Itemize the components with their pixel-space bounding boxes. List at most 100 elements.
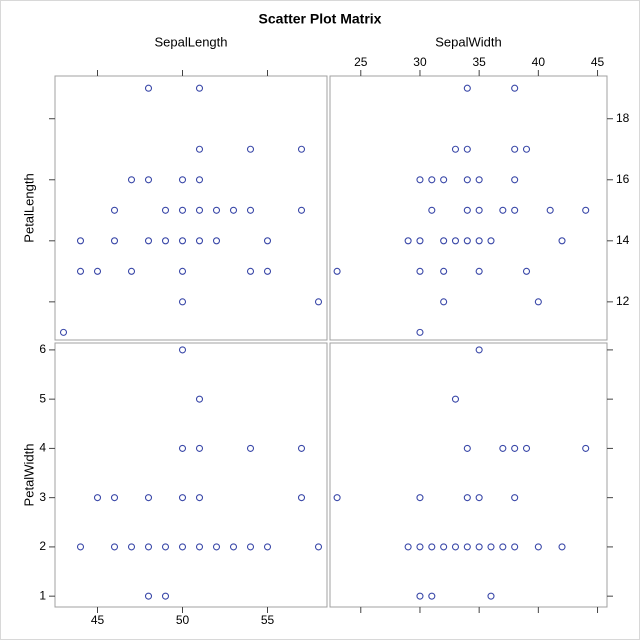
point (76, 267, 85, 275)
point (546, 206, 554, 214)
point (314, 298, 323, 306)
point (144, 237, 153, 245)
point (428, 543, 436, 551)
y-tick-label: 18 (616, 111, 630, 125)
point (161, 543, 170, 551)
x-tick-label: 45 (591, 55, 605, 69)
point (582, 444, 590, 452)
point (475, 206, 483, 214)
point (487, 592, 495, 600)
point (463, 84, 471, 92)
point (297, 145, 306, 153)
point (195, 444, 204, 452)
column-label: SepalWidth (435, 34, 501, 49)
point (178, 298, 187, 306)
point (110, 206, 119, 214)
point (195, 237, 204, 245)
point (314, 543, 323, 551)
y-tick-label: 1 (39, 588, 46, 602)
point (178, 206, 187, 214)
panel (54, 342, 328, 608)
point (144, 494, 153, 502)
point (511, 145, 519, 153)
point (558, 543, 566, 551)
point (440, 543, 448, 551)
point (416, 543, 424, 551)
point (297, 206, 306, 214)
point (195, 494, 204, 502)
point (475, 494, 483, 502)
point (246, 145, 255, 153)
point (463, 494, 471, 502)
point (440, 298, 448, 306)
point (110, 494, 119, 502)
point (161, 206, 170, 214)
point (246, 267, 255, 275)
point (246, 444, 255, 452)
point (297, 444, 306, 452)
column-label: SepalLength (154, 34, 227, 49)
y-tick-label: 16 (616, 172, 630, 186)
point (451, 395, 460, 403)
point (534, 543, 542, 551)
point (499, 206, 507, 214)
point (212, 237, 221, 245)
point (522, 444, 531, 452)
y-tick-label: 6 (39, 342, 46, 356)
y-tick-label: 12 (616, 294, 630, 308)
point (522, 145, 531, 153)
point (463, 444, 471, 452)
point (178, 444, 187, 452)
point (161, 237, 170, 245)
point (127, 543, 136, 551)
point (475, 346, 483, 354)
point (463, 206, 471, 214)
point (178, 176, 187, 184)
point (246, 543, 255, 551)
point (110, 237, 119, 245)
point (511, 206, 519, 214)
point (428, 176, 436, 184)
point (428, 592, 436, 600)
panel (329, 342, 608, 608)
point (195, 206, 204, 214)
point (93, 494, 102, 502)
x-tick-label: 25 (354, 55, 368, 69)
point (178, 267, 187, 275)
point (93, 267, 102, 275)
point (212, 206, 221, 214)
x-tick-label: 45 (91, 613, 105, 627)
point (161, 592, 170, 600)
point (263, 267, 272, 275)
point (144, 543, 153, 551)
point (416, 328, 424, 336)
point (416, 592, 424, 600)
point (451, 145, 460, 153)
point (534, 298, 542, 306)
point (511, 84, 519, 92)
point (144, 84, 153, 92)
point (404, 543, 412, 551)
point (333, 267, 341, 275)
point (178, 346, 187, 354)
point (522, 267, 531, 275)
point (333, 494, 341, 502)
point (127, 267, 136, 275)
point (440, 237, 448, 245)
point (511, 543, 519, 551)
point (404, 237, 412, 245)
point (195, 395, 204, 403)
point (246, 206, 255, 214)
point (297, 494, 306, 502)
point (487, 237, 495, 245)
point (451, 543, 460, 551)
x-tick-label: 30 (413, 55, 427, 69)
point (511, 176, 519, 184)
point (440, 267, 448, 275)
point (76, 237, 85, 245)
row-label: PetalLength (21, 173, 36, 242)
point (195, 176, 204, 184)
point (416, 237, 424, 245)
y-tick-label: 5 (39, 391, 46, 405)
